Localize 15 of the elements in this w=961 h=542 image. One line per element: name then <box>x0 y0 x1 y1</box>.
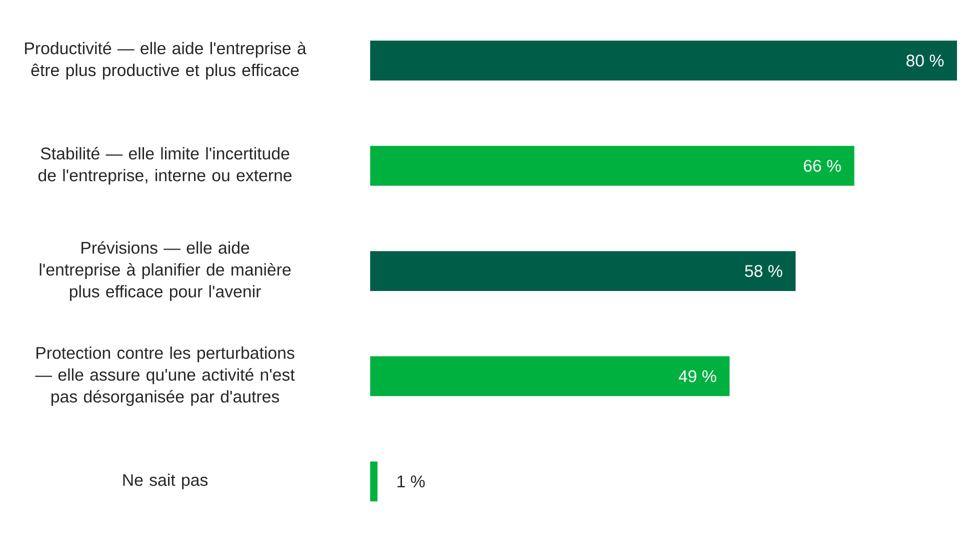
data-label: 49 % <box>678 370 716 382</box>
bar <box>370 356 730 396</box>
bar <box>370 40 957 81</box>
data-label: 80 % <box>906 54 944 67</box>
data-label: 58 % <box>745 265 782 277</box>
bar <box>370 146 854 186</box>
y-tick-label: Productivité — elle aide l'entreprise à être plus productive et plus efficace <box>25 42 306 80</box>
y-tick-label: Ne sait pas <box>123 474 208 490</box>
y-tick-label: Stabilité — elle limite l'incertitude de l'entreprise, interne ou externe <box>38 146 292 185</box>
bar <box>370 251 796 291</box>
y-tick-label: Protection contre les perturbations — elle assure qu'une activité n'est pas désorganisée par d'autres <box>35 346 295 406</box>
y-tick-label: Prévisions — elle aide l'entreprise à planifier de manière plus efficace pour l'avenir <box>40 241 291 301</box>
data-label: 1 % <box>398 476 425 488</box>
data-label: 66 % <box>804 160 841 172</box>
bar <box>370 462 378 502</box>
